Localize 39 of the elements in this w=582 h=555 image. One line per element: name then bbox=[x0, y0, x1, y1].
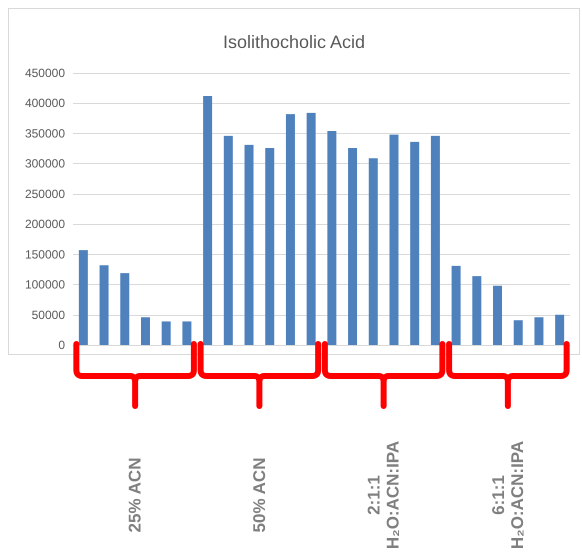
y-tick-label: 50000 bbox=[32, 308, 66, 322]
y-tick-label: 300000 bbox=[24, 156, 66, 171]
y-tick-label: 400000 bbox=[24, 96, 66, 110]
y-tick-label: 100000 bbox=[24, 278, 66, 292]
bar bbox=[555, 314, 564, 345]
chart-title: Isolithocholic Acid bbox=[222, 32, 366, 52]
bar bbox=[162, 321, 171, 345]
bar bbox=[348, 148, 358, 345]
bar bbox=[244, 144, 254, 345]
bar bbox=[78, 250, 88, 345]
bar bbox=[265, 148, 274, 345]
text: 6:1:1 H₂O:ACN:IPA bbox=[488, 440, 527, 550]
bar bbox=[203, 96, 212, 345]
text: 2:1:1 H₂O:ACN:IPA bbox=[364, 440, 403, 550]
bar bbox=[100, 265, 109, 345]
bar bbox=[182, 321, 192, 345]
bar bbox=[224, 136, 233, 345]
y-tick-label: 200000 bbox=[24, 217, 66, 232]
bar bbox=[368, 158, 378, 345]
bar bbox=[493, 286, 502, 345]
bar bbox=[286, 114, 295, 345]
bar bbox=[327, 131, 336, 345]
y-tick-label: 350000 bbox=[24, 126, 66, 140]
bar bbox=[410, 142, 420, 345]
bar bbox=[140, 317, 150, 345]
y-tick-label: 250000 bbox=[24, 186, 66, 201]
y-tick-label: 150000 bbox=[24, 247, 66, 262]
bar bbox=[306, 112, 316, 345]
y-tick-label: 450000 bbox=[24, 66, 66, 80]
bar bbox=[534, 317, 544, 345]
bar bbox=[452, 266, 461, 345]
bar bbox=[514, 320, 523, 345]
y-tick-label: 0 bbox=[58, 338, 66, 352]
bar bbox=[472, 276, 482, 345]
text: 50% ACN bbox=[250, 458, 269, 532]
bar bbox=[430, 136, 440, 345]
text: 25% ACN bbox=[126, 458, 145, 532]
bar bbox=[120, 273, 130, 345]
bar bbox=[389, 134, 398, 345]
